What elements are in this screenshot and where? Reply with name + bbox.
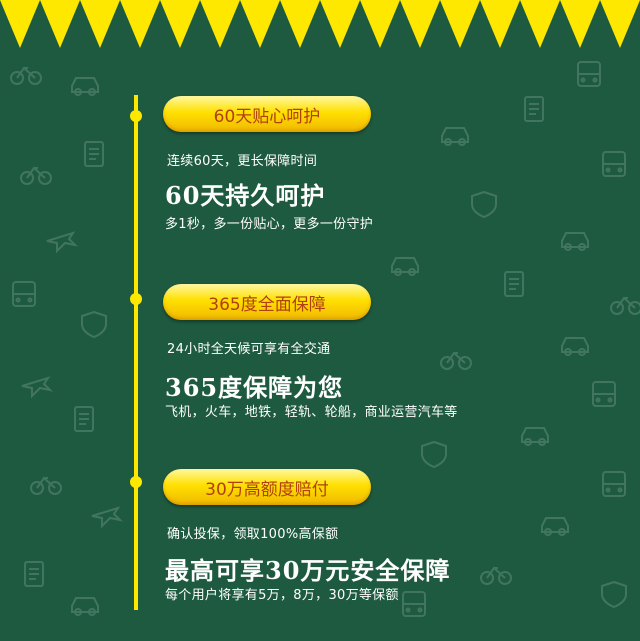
section-2-subtitle: 24小时全天候可享有全交通	[167, 342, 331, 357]
badge-label: 60天贴心呵护	[213, 106, 321, 127]
section-2-headline: 365度保障为您	[165, 373, 344, 402]
section-1-headline: 60天持久呵护	[165, 181, 326, 210]
badge-label: 365度全面保障	[208, 294, 326, 315]
section-1-description: 多1秒，多一份贴心，更多一份守护	[165, 217, 374, 232]
section-3-subtitle: 确认投保，领取100%高保额	[167, 527, 339, 542]
timeline-dot-1	[130, 110, 142, 122]
timeline-dot-2	[130, 293, 142, 305]
zigzag-top-border	[0, 0, 640, 48]
timeline-line	[134, 95, 138, 610]
badge-label: 30万高额度赔付	[205, 479, 329, 500]
badge-365-degree: 365度全面保障	[163, 284, 371, 320]
section-1-subtitle: 连续60天，更长保障时间	[167, 154, 318, 169]
section-2-description: 飞机，火车，地铁，轻轨、轮船，商业运营汽车等	[165, 405, 458, 420]
section-3-headline: 最高可享30万元安全保障	[165, 556, 451, 585]
badge-300k-payout: 30万高额度赔付	[163, 469, 371, 505]
badge-60-days: 60天贴心呵护	[163, 96, 371, 132]
timeline-dot-3	[130, 476, 142, 488]
section-3-description: 每个用户将享有5万，8万，30万等保额	[165, 588, 399, 603]
